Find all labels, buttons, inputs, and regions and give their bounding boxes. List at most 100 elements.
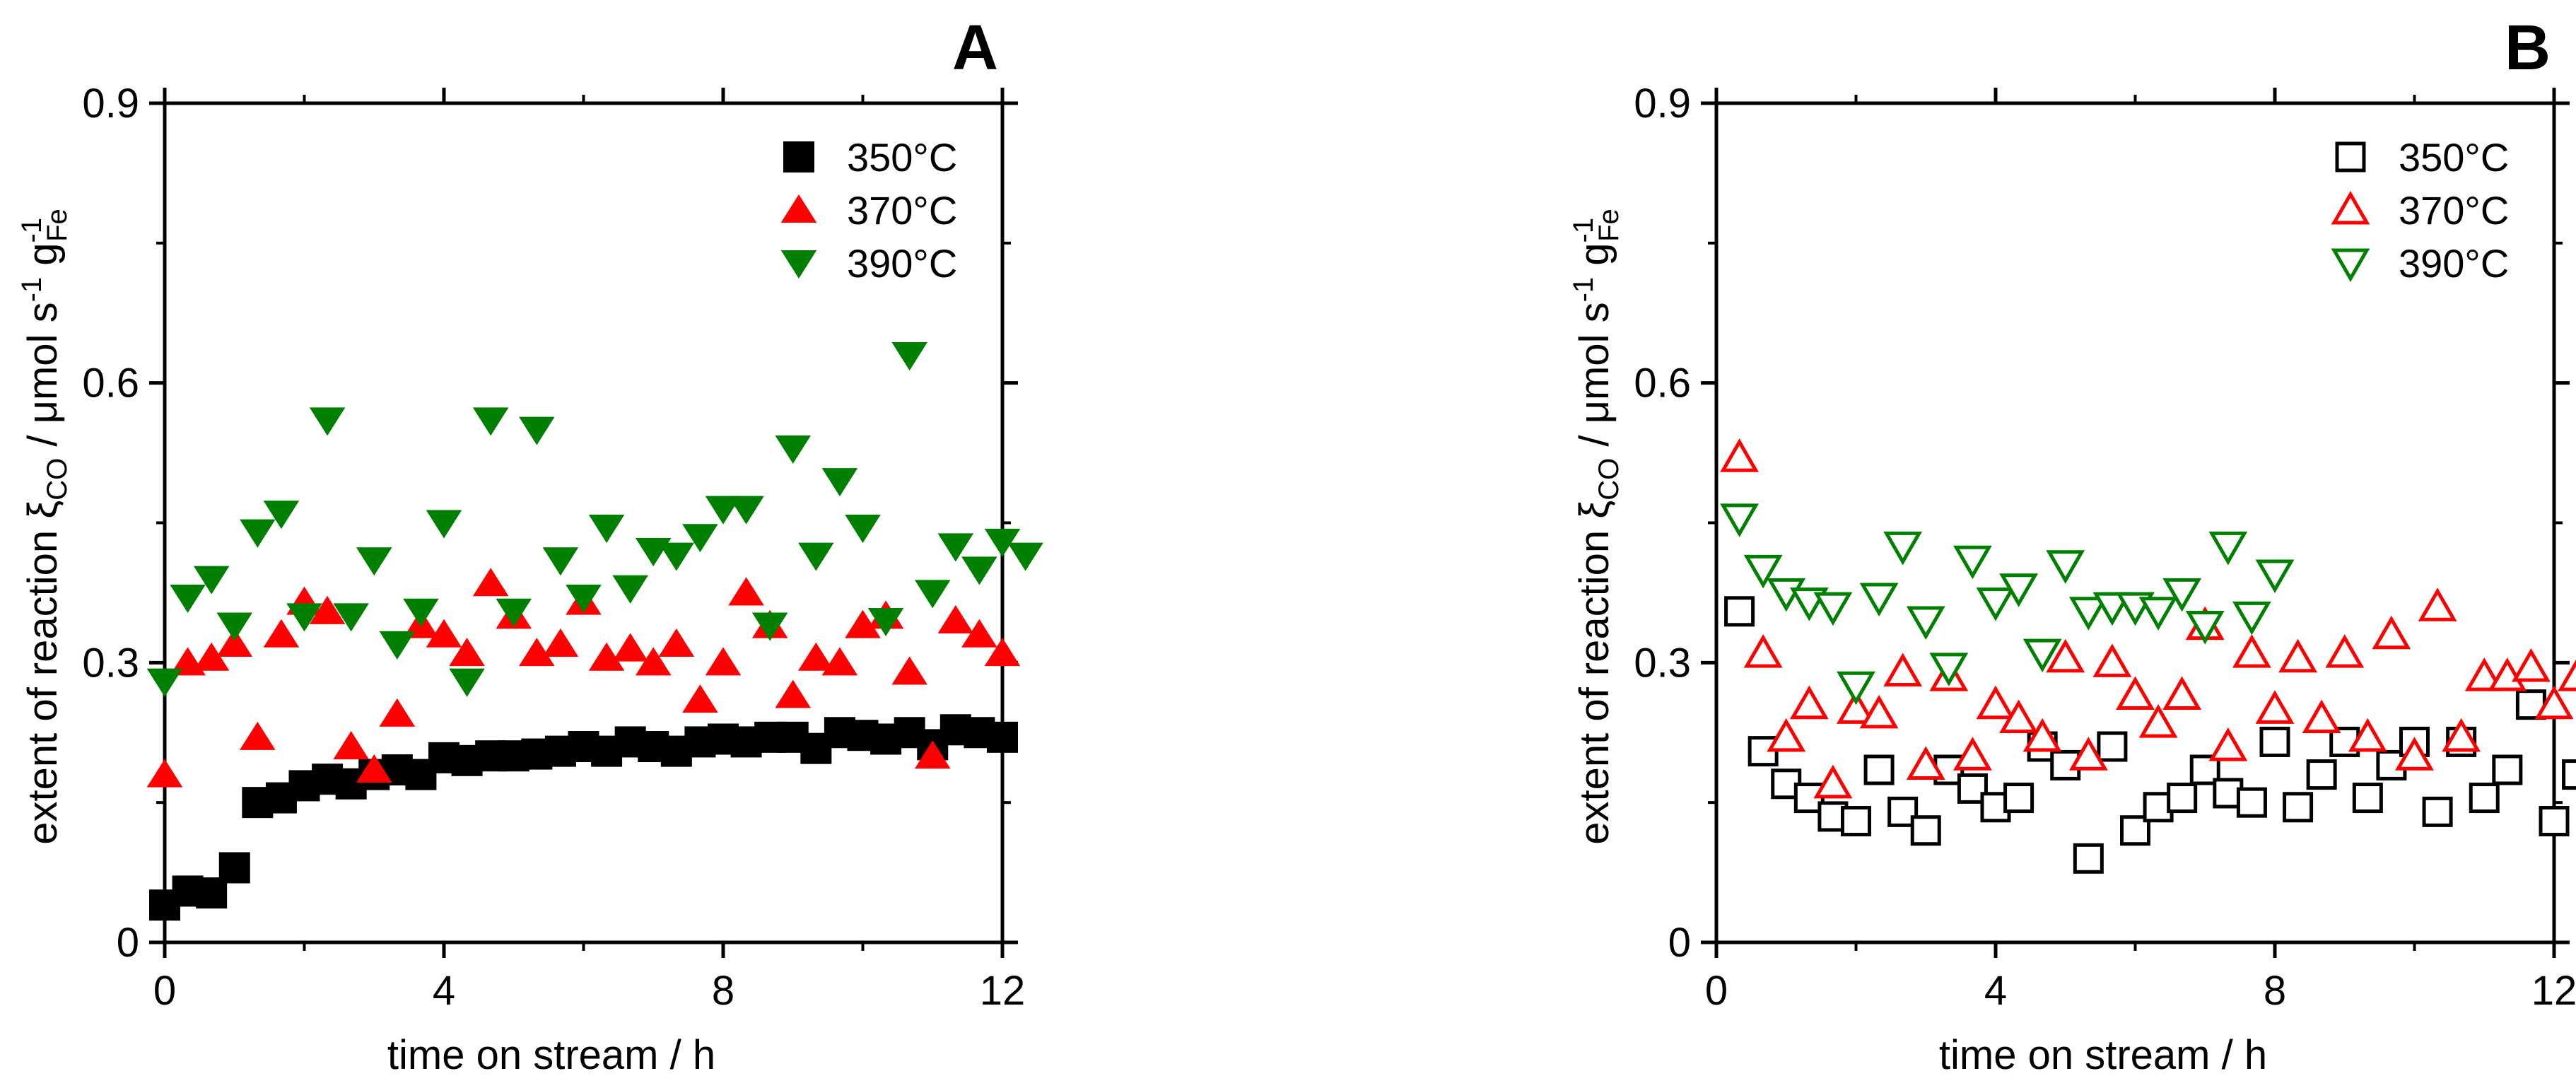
panel-a-data-point <box>984 638 1021 667</box>
panel-b-data-point <box>1841 806 1871 837</box>
panel-a-ticks: 0 4 8 12 0 0.3 0.6 0.9 <box>82 81 1025 1014</box>
panel-b-data-point <box>2259 726 2290 757</box>
panel-b-data-point <box>2185 611 2225 645</box>
panel-b-data-point <box>1999 699 2039 734</box>
panel-a-data-point <box>588 515 625 544</box>
panel-a-data-point <box>216 628 253 657</box>
panel-a-data-point <box>987 721 1018 753</box>
panel-b-data-point <box>1976 587 2015 621</box>
panel-b-data-point <box>2255 559 2295 594</box>
panel-a-data-point <box>426 619 462 648</box>
panel-a-data-point <box>961 619 997 648</box>
panel-b: B 0 4 8 12 0 0.3 0.6 0.9 time on stream / h ext… <box>1568 13 2576 1078</box>
panel-a-data-point <box>496 598 532 627</box>
panel-b-data-point <box>1813 764 1853 799</box>
panel-b-data-point <box>2372 615 2411 650</box>
panel-a-data-point <box>775 435 812 464</box>
panel-b-data-point <box>2539 806 2570 837</box>
panel-a-legend-marker <box>780 250 817 279</box>
panel-a-data-point <box>845 609 881 638</box>
panel-b-data-point <box>2395 737 2434 771</box>
panel-b-data-point <box>1999 573 2039 607</box>
panel-b-data-point <box>2469 783 2500 814</box>
panel-b-data-point <box>2422 796 2453 827</box>
panel-b-x-tick-label: 0 <box>1705 968 1728 1014</box>
panel-b-data-point <box>1743 634 1783 668</box>
panel-a-data-point <box>798 642 834 671</box>
panel-b-series-390 <box>1720 503 2295 706</box>
panel-a-data-point <box>798 542 834 571</box>
panel-a-data-point <box>309 595 346 624</box>
panel-a-data-point <box>612 633 648 662</box>
panel-b-data-point <box>2348 718 2387 752</box>
panel-a-y-tick-label: 0 <box>117 920 139 966</box>
panel-a-series-350 <box>149 714 1018 921</box>
panel-b-y-tick-label: 0.3 <box>1634 640 1691 686</box>
panel-a-data-point <box>658 542 695 571</box>
panel-a-data-point <box>588 642 625 671</box>
panel-a-data-point <box>821 647 858 676</box>
panel-a-y-axis-title: extent of reaction ξCO / μmol s-1 g-1Fe <box>16 209 73 845</box>
panel-a-data-point <box>449 668 485 697</box>
panel-a-y-tick-label: 0.3 <box>82 640 139 686</box>
panel-a-data-point <box>333 731 369 760</box>
panel-a-data-point <box>728 577 764 606</box>
panel-b-data-point <box>2046 638 2085 673</box>
panel-a-data-point <box>612 575 648 604</box>
panel-b-data-point <box>1863 754 1895 785</box>
panel-b-x-tick-label: 4 <box>1984 968 2007 1014</box>
panel-a-data-point <box>705 647 742 676</box>
panel-b-data-point <box>1953 545 1992 580</box>
panel-b-data-point <box>1720 438 1760 472</box>
panel-b-data-point <box>2232 601 2271 636</box>
panel-a-data-point <box>542 547 579 576</box>
panel-a-data-point <box>263 501 300 530</box>
panel-b-data-point <box>2022 638 2062 673</box>
panel-a-x-tick-label: 12 <box>980 968 1026 1014</box>
panel-a-legend-marker <box>780 194 817 223</box>
panel-b-data-point <box>1789 685 1829 720</box>
panel-a-legend: 350°C 370°C 390°C <box>780 135 957 286</box>
panel-b-data-point <box>2562 759 2576 790</box>
panel-b-data-point <box>2236 787 2267 818</box>
panel-a-y-tick-label: 0.9 <box>82 81 139 127</box>
panel-a-x-axis-title: time on stream / h <box>387 1032 715 1078</box>
panel-b-data-point <box>1859 694 1899 729</box>
panel-a-data-point <box>218 852 250 884</box>
panel-b-data-point <box>2068 597 2108 631</box>
panel-b-data-point <box>1976 685 2015 720</box>
panel-a-data-point <box>682 684 718 713</box>
panel-a-data-point <box>1007 542 1043 571</box>
panel-b-data-point <box>2255 690 2295 724</box>
panel-b-data-point <box>2097 731 2128 762</box>
panel-a-data-point <box>240 519 276 548</box>
panel-a-data-point <box>379 631 416 660</box>
panel-a-data-point <box>403 598 439 627</box>
panel-b-data-point <box>1837 690 1875 724</box>
panel-a-data-point <box>170 584 206 614</box>
panel-b-ticks: 0 4 8 12 0 0.3 0.6 0.9 <box>1634 81 2576 1014</box>
panel-a-data-point <box>333 603 369 632</box>
panel-b-data-point <box>2511 648 2551 682</box>
panel-a-data-point <box>914 740 951 769</box>
panel-a-data-point <box>891 342 927 371</box>
panel-b-data-point <box>2162 676 2202 710</box>
panel-b-data-point <box>1859 583 1899 617</box>
panel-a-data-point <box>263 619 300 648</box>
panel-b-x-tick-label: 12 <box>2531 968 2576 1014</box>
panel-b-data-point <box>2162 578 2202 612</box>
panel-b-y-tick-label: 0.9 <box>1634 81 1691 127</box>
panel-b-data-point <box>1837 671 1875 706</box>
panel-b-data-point <box>2306 759 2337 790</box>
panel-b-legend-label: 350°C <box>2399 135 2509 180</box>
panel-a-data-point <box>472 568 509 597</box>
panel-a-data-point <box>845 515 881 544</box>
panel-b-data-point <box>1743 554 1783 589</box>
panel-b-data-point <box>2092 592 2132 626</box>
panel-b-data-point <box>1883 653 1923 687</box>
panel-a-series-370 <box>146 568 1021 788</box>
panel-a-y-tick-label: 0.6 <box>82 361 139 406</box>
panel-a-data-point <box>914 580 951 609</box>
panel-b-data-point <box>1910 815 1941 846</box>
